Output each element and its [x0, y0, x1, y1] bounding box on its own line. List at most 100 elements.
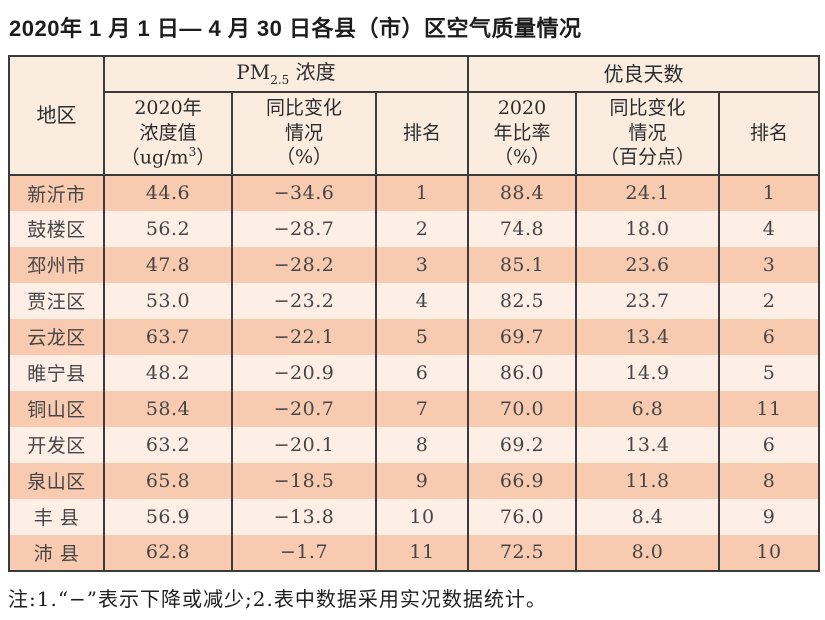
unit-open: （ug/m	[120, 146, 189, 169]
ratio-cell: 74.8	[467, 210, 577, 247]
ratio-change-cell: 11.8	[575, 462, 720, 499]
pm-rank-cell: 3	[375, 246, 469, 283]
header-line: 同比变化	[265, 97, 342, 120]
table-row: 云龙区 63.7 −22.1 5 69.7 13.4 6	[8, 318, 821, 355]
header-line: （百分点）	[599, 146, 695, 169]
column-header-region: 地区	[8, 55, 105, 176]
ratio-rank-cell: 9	[717, 498, 821, 535]
region-cell: 鼓楼区	[8, 210, 105, 247]
region-cell: 睢宁县	[8, 354, 105, 391]
table-row: 开发区 63.2 −20.1 8 69.2 13.4 6	[8, 426, 821, 463]
pm-rank-cell: 8	[375, 426, 469, 463]
pm-value-cell: 58.4	[103, 390, 233, 427]
table-row: 贾汪区 53.0 −23.2 4 82.5 23.7 2	[8, 282, 821, 319]
pm-value-cell: 56.9	[103, 498, 233, 535]
ratio-rank-cell: 1	[717, 174, 821, 211]
table-body: 新沂市 44.6 −34.6 1 88.4 24.1 1 鼓楼区 56.2 −2…	[8, 174, 821, 571]
table-row: 泉山区 65.8 −18.5 9 66.9 11.8 8	[8, 462, 821, 499]
column-header-row: 2020年 浓度值 （ug/m3） 同比变化 情况 （%） 排名 2020 年比…	[9, 90, 821, 176]
ratio-cell: 72.5	[467, 534, 577, 571]
column-header-ratio-change: 同比变化 情况 （百分点）	[575, 90, 720, 176]
ratio-rank-cell: 3	[717, 246, 821, 283]
ratio-change-cell: 23.6	[575, 246, 720, 283]
table-row: 沛 县 62.8 −1.7 11 72.5 8.0 10	[8, 534, 821, 571]
header-line: 情况	[284, 121, 323, 144]
pm-value-cell: 65.8	[103, 462, 233, 499]
pm-rank-cell: 9	[375, 462, 469, 499]
ratio-cell: 76.0	[467, 498, 577, 535]
pm-change-cell: −34.6	[231, 174, 377, 211]
pm-rank-cell: 7	[375, 390, 469, 427]
pm-change-cell: −22.1	[231, 318, 377, 355]
pm25-label: PM	[236, 60, 271, 84]
header-line: 同比变化	[609, 97, 686, 120]
pm-rank-cell: 11	[375, 534, 469, 571]
column-header-pm-value: 2020年 浓度值 （ug/m3）	[103, 90, 233, 176]
pm-rank-cell: 6	[375, 354, 469, 391]
region-cell: 开发区	[8, 426, 105, 463]
pm-rank-cell: 10	[375, 498, 469, 535]
table-row: 鼓楼区 56.2 −28.7 2 74.8 18.0 4	[8, 210, 821, 247]
header-line: 2020	[497, 97, 547, 120]
pm-change-cell: −20.7	[231, 390, 377, 427]
pm-change-cell: −18.5	[231, 462, 377, 499]
region-cell: 丰 县	[8, 498, 105, 535]
region-cell: 沛 县	[8, 534, 105, 571]
header-line: 年比率	[493, 121, 551, 144]
unit-superscript: 3	[188, 145, 197, 160]
ratio-rank-cell: 10	[717, 534, 821, 571]
ratio-rank-cell: 8	[717, 462, 821, 499]
ratio-cell: 66.9	[467, 462, 577, 499]
pm-change-cell: −28.7	[231, 210, 377, 247]
pm-change-cell: −20.1	[231, 426, 377, 463]
column-header-pm-rank: 排名	[375, 90, 469, 176]
ratio-change-cell: 6.8	[575, 390, 720, 427]
ratio-change-cell: 18.0	[575, 210, 720, 247]
ratio-rank-cell: 5	[717, 354, 821, 391]
ratio-rank-cell: 4	[717, 210, 821, 247]
header-line: 浓度值	[139, 121, 197, 144]
region-cell: 铜山区	[8, 390, 105, 427]
header-line: （%）	[493, 146, 551, 169]
pm-value-cell: 53.0	[103, 282, 233, 319]
pm-rank-cell: 5	[375, 318, 469, 355]
table-header: 地区 PM2.5 浓度 优良天数 2020年 浓度值 （ug/m3） 同比变化 …	[8, 55, 821, 176]
pm-value-cell: 44.6	[103, 174, 233, 211]
pm-value-cell: 56.2	[103, 210, 233, 247]
pm-change-cell: −1.7	[231, 534, 377, 571]
footnote: 注:1.“−”表示下降或减少;2.表中数据采用实况数据统计。	[8, 586, 547, 611]
table-row: 丰 县 56.9 −13.8 10 76.0 8.4 9	[8, 498, 821, 535]
pm-value-cell: 63.7	[103, 318, 233, 355]
group-header-row: 地区 PM2.5 浓度 优良天数	[8, 55, 821, 176]
header-line: 2020年	[134, 96, 202, 119]
column-header-ratio: 2020 年比率 （%）	[467, 90, 577, 176]
pm-rank-cell: 2	[375, 210, 469, 247]
group-header-good-days: 优良天数	[466, 55, 821, 93]
header-line: 情况	[628, 121, 667, 144]
ratio-cell: 86.0	[467, 354, 577, 391]
column-header-ratio-rank: 排名	[717, 90, 821, 176]
pm-value-cell: 62.8	[103, 534, 233, 571]
ratio-rank-cell: 6	[717, 426, 821, 463]
region-cell: 贾汪区	[8, 282, 105, 319]
ratio-cell: 69.7	[467, 318, 577, 355]
header-line: （%）	[275, 146, 333, 169]
ratio-cell: 88.4	[467, 174, 577, 211]
ratio-change-cell: 13.4	[575, 426, 720, 463]
ratio-rank-cell: 6	[717, 318, 821, 355]
ratio-change-cell: 13.4	[575, 318, 720, 355]
ratio-change-cell: 8.4	[575, 498, 720, 535]
pm-value-cell: 47.8	[103, 246, 233, 283]
page-title: 2020年 1 月 1 日— 4 月 30 日各县（市）区空气质量情况	[9, 16, 582, 41]
table-row: 铜山区 58.4 −20.7 7 70.0 6.8 11	[8, 390, 821, 427]
region-cell: 邳州市	[8, 246, 105, 283]
pm-change-cell: −23.2	[231, 282, 377, 319]
ratio-cell: 70.0	[467, 390, 577, 427]
ratio-cell: 82.5	[467, 282, 577, 319]
table-row: 新沂市 44.6 −34.6 1 88.4 24.1 1	[8, 174, 821, 211]
unit-close: ）	[196, 146, 216, 169]
ratio-cell: 69.2	[467, 426, 577, 463]
pm25-suffix-label: 浓度	[289, 60, 336, 84]
table-row: 睢宁县 48.2 −20.9 6 86.0 14.9 5	[8, 354, 821, 391]
